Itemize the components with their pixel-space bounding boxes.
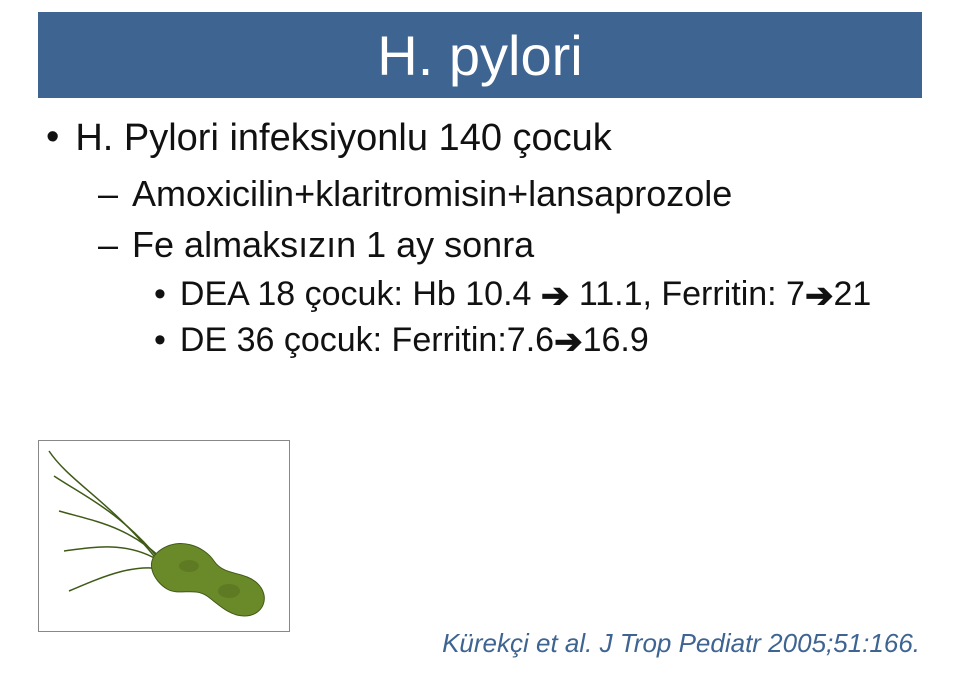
subsub2-post: 16.9 [583, 321, 649, 359]
sub-text-2: Fe almaksızın 1 ay sonra [132, 222, 534, 267]
subsub-text-2: DE 36 çocuk: Ferritin:7.6➔16.9 [180, 319, 649, 362]
sub-row: – Amoxicilin+klaritromisin+lansaprozole [98, 171, 926, 216]
bullet-smalldot: • [154, 319, 166, 362]
subsub-row: • DEA 18 çocuk: Hb 10.4 ➔ 11.1, Ferritin… [154, 273, 926, 316]
subsub-row: • DE 36 çocuk: Ferritin:7.6➔16.9 [154, 319, 926, 362]
bacteria-illustration [38, 440, 290, 632]
arrow-right-icon: ➔ [541, 275, 570, 318]
arrow-right-icon: ➔ [554, 321, 583, 364]
slide-title: H. pylori [377, 23, 582, 88]
title-bar: H. pylori [38, 12, 922, 98]
subsub1-pre: DEA 18 çocuk: Hb 10.4 [180, 275, 541, 313]
subsub-text-1: DEA 18 çocuk: Hb 10.4 ➔ 11.1, Ferritin: … [180, 273, 871, 316]
content-area: • H. Pylori infeksiyonlu 140 çocuk – Amo… [46, 115, 926, 366]
arrow-right-icon: ➔ [805, 275, 834, 318]
bullet-smalldot: • [154, 273, 166, 316]
sub-text-1: Amoxicilin+klaritromisin+lansaprozole [132, 171, 732, 216]
subsub2-pre: DE 36 çocuk: Ferritin:7.6 [180, 321, 554, 359]
hpylori-icon [39, 441, 289, 631]
subsub1-post2: 21 [833, 275, 871, 313]
citation-text: Kürekçi et al. J Trop Pediatr 2005;51:16… [442, 628, 920, 659]
subsub1-post: 11.1, Ferritin: 7 [569, 275, 805, 313]
bullet-text-1: H. Pylori infeksiyonlu 140 çocuk [75, 115, 611, 163]
bullet-dash: – [98, 222, 118, 267]
bullet-row: • H. Pylori infeksiyonlu 140 çocuk [46, 115, 926, 163]
bullet-dot: • [46, 115, 59, 161]
bullet-dash: – [98, 171, 118, 216]
sub-row: – Fe almaksızın 1 ay sonra [98, 222, 926, 267]
